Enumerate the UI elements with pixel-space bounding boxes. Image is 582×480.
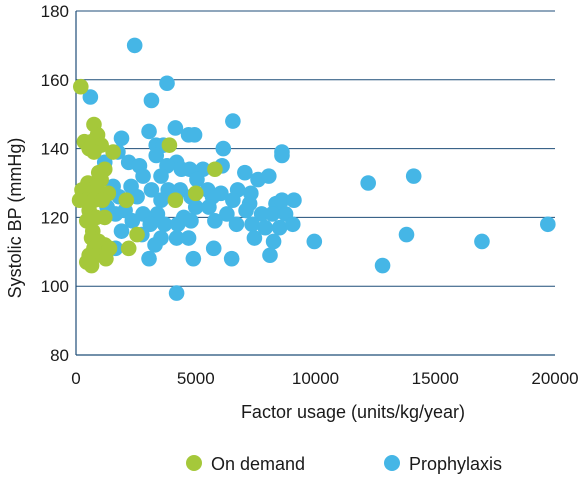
- y-tick-label-180: 180: [41, 2, 69, 21]
- tick-labels: 80 100 120 140 160 180 0 5000 10000 15000 20000: [41, 2, 579, 388]
- point-prophylaxis-52: [274, 192, 290, 208]
- point-prophylaxis-31: [189, 171, 205, 188]
- point-on-demand-24: [94, 192, 111, 208]
- point-prophylaxis-92: [223, 250, 240, 267]
- y-tick-label-140: 140: [41, 140, 69, 159]
- point-prophylaxis-72: [207, 213, 223, 229]
- point-prophylaxis-76: [271, 219, 288, 236]
- point-prophylaxis-4: [225, 113, 241, 129]
- point-prophylaxis-5: [167, 120, 184, 136]
- point-prophylaxis-68: [142, 216, 159, 233]
- point-prophylaxis-85: [265, 233, 282, 250]
- x-tick-label-10000: 10000: [292, 369, 339, 388]
- point-prophylaxis-73: [228, 216, 245, 233]
- point-prophylaxis-75: [257, 219, 274, 236]
- point-prophylaxis-49: [225, 192, 241, 208]
- point-prophylaxis-33: [405, 168, 422, 184]
- point-prophylaxis-36: [143, 182, 160, 198]
- point-prophylaxis-63: [253, 206, 270, 222]
- point-on-demand-25: [118, 192, 135, 208]
- x-tick-label-20000: 20000: [531, 369, 578, 388]
- x-axis-title: Factor usage (units/kg/year): [241, 402, 465, 422]
- point-prophylaxis-83: [180, 230, 197, 246]
- point-prophylaxis-90: [205, 240, 222, 257]
- y-tick-label-100: 100: [41, 277, 69, 296]
- point-prophylaxis-96: [374, 257, 391, 274]
- legend-marker-prophylaxis: [384, 455, 400, 471]
- point-prophylaxis-8: [186, 127, 203, 143]
- point-prophylaxis-16: [148, 147, 165, 164]
- y-tick-label-160: 160: [41, 71, 69, 90]
- x-tick-label-5000: 5000: [177, 369, 215, 388]
- point-prophylaxis-67: [124, 213, 141, 229]
- point-prophylaxis-78: [540, 216, 556, 233]
- point-prophylaxis-82: [168, 230, 185, 246]
- legend-label-on-demand: On demand: [211, 454, 305, 474]
- point-on-demand-8: [86, 144, 102, 160]
- point-prophylaxis-95: [141, 250, 157, 267]
- y-tick-label-120: 120: [41, 208, 69, 227]
- point-prophylaxis-1: [159, 75, 175, 92]
- point-on-demand-32: [129, 226, 145, 243]
- point-on-demand-38: [120, 240, 137, 257]
- point-prophylaxis-30: [153, 168, 169, 184]
- point-prophylaxis-53: [286, 192, 302, 208]
- point-prophylaxis-77: [284, 216, 301, 233]
- point-prophylaxis-60: [201, 199, 217, 215]
- point-prophylaxis-3: [143, 92, 160, 109]
- legend-item-on-demand[interactable]: On demand: [186, 454, 305, 474]
- point-prophylaxis-62: [238, 202, 254, 219]
- point-prophylaxis-87: [398, 226, 415, 243]
- point-prophylaxis-79: [113, 223, 130, 239]
- point-prophylaxis-2: [82, 89, 99, 105]
- point-prophylaxis-9: [113, 130, 130, 147]
- point-prophylaxis-70: [169, 216, 186, 233]
- point-prophylaxis-93: [262, 247, 278, 264]
- point-on-demand-41: [98, 250, 114, 267]
- point-prophylaxis-26: [237, 164, 253, 181]
- legend-label-prophylaxis: Prophylaxis: [409, 454, 502, 474]
- point-prophylaxis-28: [260, 168, 277, 184]
- point-on-demand-26: [167, 192, 184, 208]
- point-prophylaxis-88: [474, 233, 490, 250]
- point-prophylaxis-74: [244, 216, 260, 233]
- y-tick-label-80: 80: [50, 346, 69, 365]
- point-on-demand-43: [83, 257, 100, 274]
- point-on-demand-11: [207, 161, 223, 178]
- point-prophylaxis-61: [219, 206, 235, 222]
- point-prophylaxis-97: [168, 285, 185, 301]
- legend: On demand Prophylaxis: [186, 454, 502, 474]
- legend-item-prophylaxis[interactable]: Prophylaxis: [384, 454, 502, 474]
- point-prophylaxis-89: [147, 237, 163, 253]
- axes: [75, 11, 555, 356]
- point-prophylaxis-64: [264, 206, 281, 222]
- point-prophylaxis-14: [274, 147, 290, 164]
- legend-marker-on-demand: [186, 455, 202, 471]
- point-prophylaxis-84: [246, 230, 263, 246]
- point-on-demand-20: [187, 185, 204, 202]
- point-prophylaxis-71: [183, 213, 199, 229]
- point-prophylaxis-69: [156, 216, 173, 233]
- y-axis-title: Systolic BP (mmHg): [5, 138, 25, 299]
- point-prophylaxis-32: [360, 175, 376, 191]
- point-on-demand-0: [72, 78, 89, 95]
- data-points: [71, 37, 556, 301]
- x-tick-label-0: 0: [71, 369, 80, 388]
- x-tick-label-15000: 15000: [412, 369, 459, 388]
- point-prophylaxis-6: [141, 123, 157, 140]
- point-prophylaxis-86: [306, 233, 323, 250]
- point-prophylaxis-59: [187, 199, 204, 215]
- point-prophylaxis-94: [185, 250, 202, 267]
- point-prophylaxis-45: [153, 192, 169, 208]
- point-prophylaxis-0: [126, 37, 143, 54]
- point-prophylaxis-29: [135, 168, 151, 184]
- point-prophylaxis-12: [215, 140, 232, 157]
- point-on-demand-9: [105, 144, 121, 160]
- point-on-demand-5: [161, 137, 178, 153]
- point-on-demand-30: [96, 209, 113, 226]
